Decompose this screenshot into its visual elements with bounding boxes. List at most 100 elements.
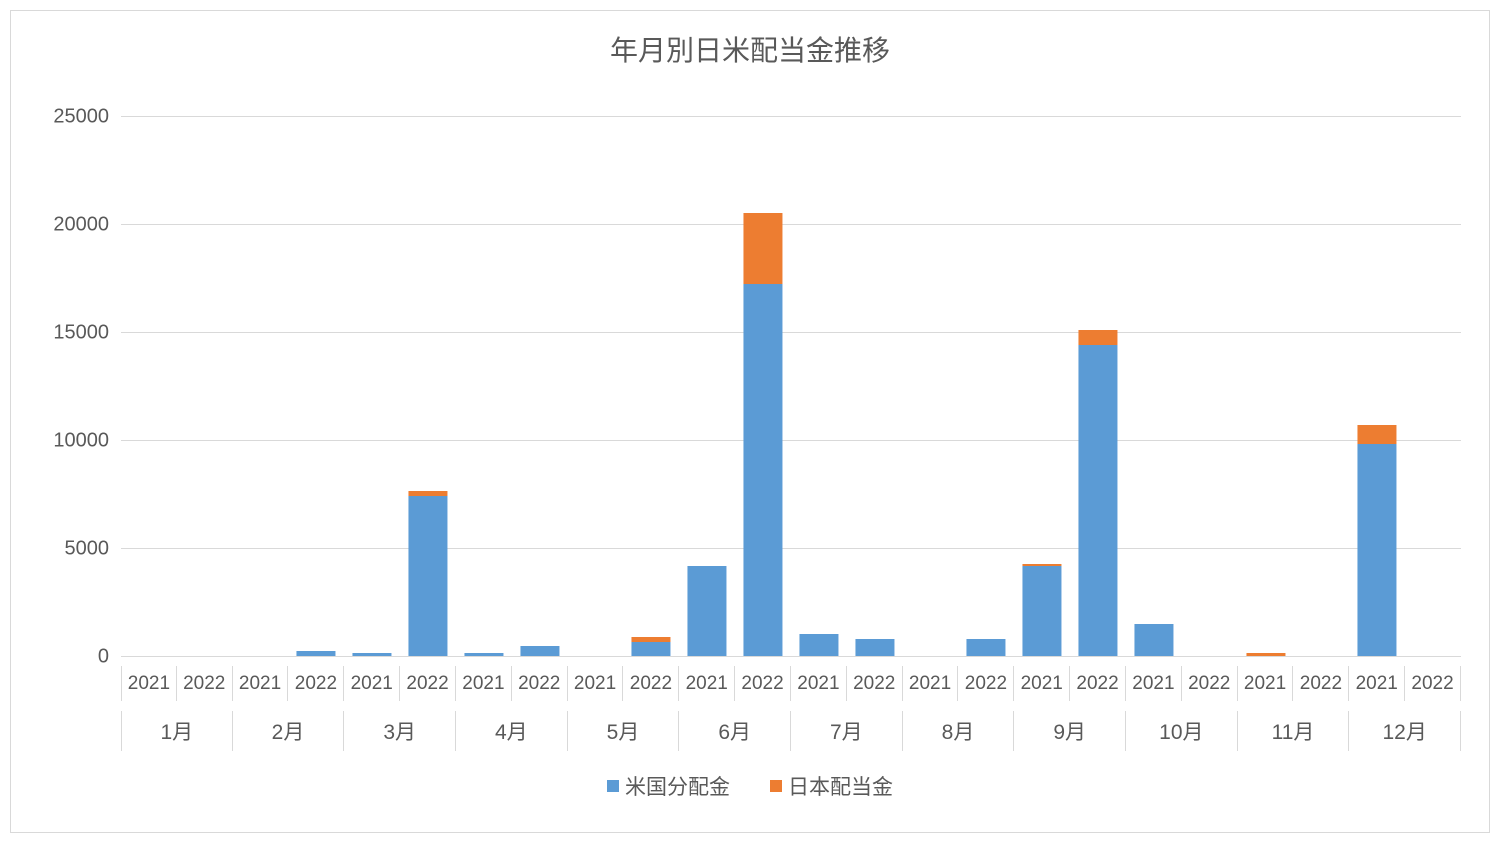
legend-swatch-japan [770, 780, 782, 792]
bar-stack [744, 213, 783, 656]
x-year-label: 2022 [959, 666, 1015, 701]
bar-slot [1294, 116, 1350, 656]
x-year-label: 2022 [847, 666, 903, 701]
bar-stack [688, 566, 727, 656]
chart-frame: 年月別日米配当金推移 0500010000150002000025000 202… [10, 10, 1490, 833]
bar-slot [121, 116, 177, 656]
x-month-label: 3月 [344, 711, 456, 751]
y-tick-label: 10000 [53, 430, 121, 453]
x-month-label: 10月 [1126, 711, 1238, 751]
bar-slot [624, 116, 680, 656]
x-year-label: 2021 [791, 666, 847, 701]
legend-item-japan: 日本配当金 [770, 771, 893, 801]
y-tick-label: 15000 [53, 322, 121, 345]
bar-segment-us [967, 639, 1006, 656]
bar-slot [847, 116, 903, 656]
bar-slot [735, 116, 791, 656]
x-year-label: 2021 [1126, 666, 1182, 701]
legend: 米国分配金 日本配当金 [11, 771, 1489, 801]
legend-label-japan: 日本配当金 [788, 771, 893, 801]
x-year-label: 2021 [1014, 666, 1070, 701]
bar-segment-us [744, 284, 783, 656]
x-year-label: 2022 [177, 666, 233, 701]
x-year-label: 2022 [512, 666, 568, 701]
bar-segment-us [1023, 566, 1062, 656]
bar-stack [799, 634, 838, 656]
bar-segment-us [799, 634, 838, 656]
x-year-label: 2021 [679, 666, 735, 701]
x-month-label: 12月 [1349, 711, 1461, 751]
bar-segment-japan [1079, 330, 1118, 345]
bar-stack [632, 637, 671, 656]
bar-segment-us [353, 653, 392, 656]
x-month-label: 8月 [903, 711, 1015, 751]
x-month-label: 4月 [456, 711, 568, 751]
x-year-label: 2022 [624, 666, 680, 701]
bar-stack [464, 653, 503, 656]
bar-segment-us [688, 566, 727, 656]
bar-slot [456, 116, 512, 656]
x-year-label: 2022 [289, 666, 345, 701]
x-year-label: 2022 [1070, 666, 1126, 701]
bar-slot [791, 116, 847, 656]
chart-title: 年月別日米配当金推移 [11, 29, 1489, 69]
bar-stack [409, 491, 448, 656]
gridline: 0 [121, 656, 1461, 657]
x-month-label: 5月 [568, 711, 680, 751]
bar-slot [233, 116, 289, 656]
bar-slot [1238, 116, 1294, 656]
x-year-label: 2022 [735, 666, 791, 701]
bar-stack [1358, 425, 1397, 656]
bar-stack [353, 653, 392, 656]
bar-segment-us [1079, 345, 1118, 656]
x-axis-months: 1月2月3月4月5月6月7月8月9月10月11月12月 [121, 711, 1461, 751]
bar-stack [1134, 624, 1173, 656]
bar-slot [679, 116, 735, 656]
x-year-label: 2022 [1294, 666, 1350, 701]
x-month-label: 11月 [1238, 711, 1350, 751]
bar-segment-us [855, 639, 894, 656]
bar-stack [1079, 330, 1118, 656]
x-year-label: 2021 [1349, 666, 1405, 701]
legend-swatch-us [607, 780, 619, 792]
y-tick-label: 0 [98, 646, 121, 669]
x-month-label: 9月 [1014, 711, 1126, 751]
x-year-label: 2022 [400, 666, 456, 701]
x-month-label: 1月 [121, 711, 233, 751]
x-month-label: 2月 [233, 711, 345, 751]
x-year-label: 2021 [903, 666, 959, 701]
bar-segment-us [632, 642, 671, 656]
x-year-label: 2022 [1182, 666, 1238, 701]
bar-slot [512, 116, 568, 656]
bar-slot [959, 116, 1015, 656]
bar-stack [520, 646, 559, 656]
y-tick-label: 5000 [65, 538, 122, 561]
bar-segment-us [409, 496, 448, 656]
bar-segment-us [1358, 444, 1397, 656]
x-year-label: 2021 [568, 666, 624, 701]
bar-slot [1014, 116, 1070, 656]
bar-slot [903, 116, 959, 656]
bar-segment-japan [1358, 425, 1397, 444]
bar-slot [1126, 116, 1182, 656]
x-axis-years: 2021202220212022202120222021202220212022… [121, 666, 1461, 701]
x-year-label: 2021 [233, 666, 289, 701]
bar-slot [289, 116, 345, 656]
bar-segment-japan [744, 213, 783, 284]
bar-stack [1023, 564, 1062, 656]
bar-slot [568, 116, 624, 656]
bar-stack [967, 639, 1006, 656]
x-month-label: 6月 [679, 711, 791, 751]
bar-segment-us [1134, 624, 1173, 656]
x-month-label: 7月 [791, 711, 903, 751]
bar-stack [297, 651, 336, 656]
bar-stack [1246, 653, 1285, 656]
bar-segment-us [297, 651, 336, 656]
y-tick-label: 25000 [53, 106, 121, 129]
bar-slot [177, 116, 233, 656]
bar-slot [1349, 116, 1405, 656]
plot-area: 0500010000150002000025000 [121, 116, 1461, 656]
bar-slot [344, 116, 400, 656]
bar-slot [400, 116, 456, 656]
bars-layer [121, 116, 1461, 656]
